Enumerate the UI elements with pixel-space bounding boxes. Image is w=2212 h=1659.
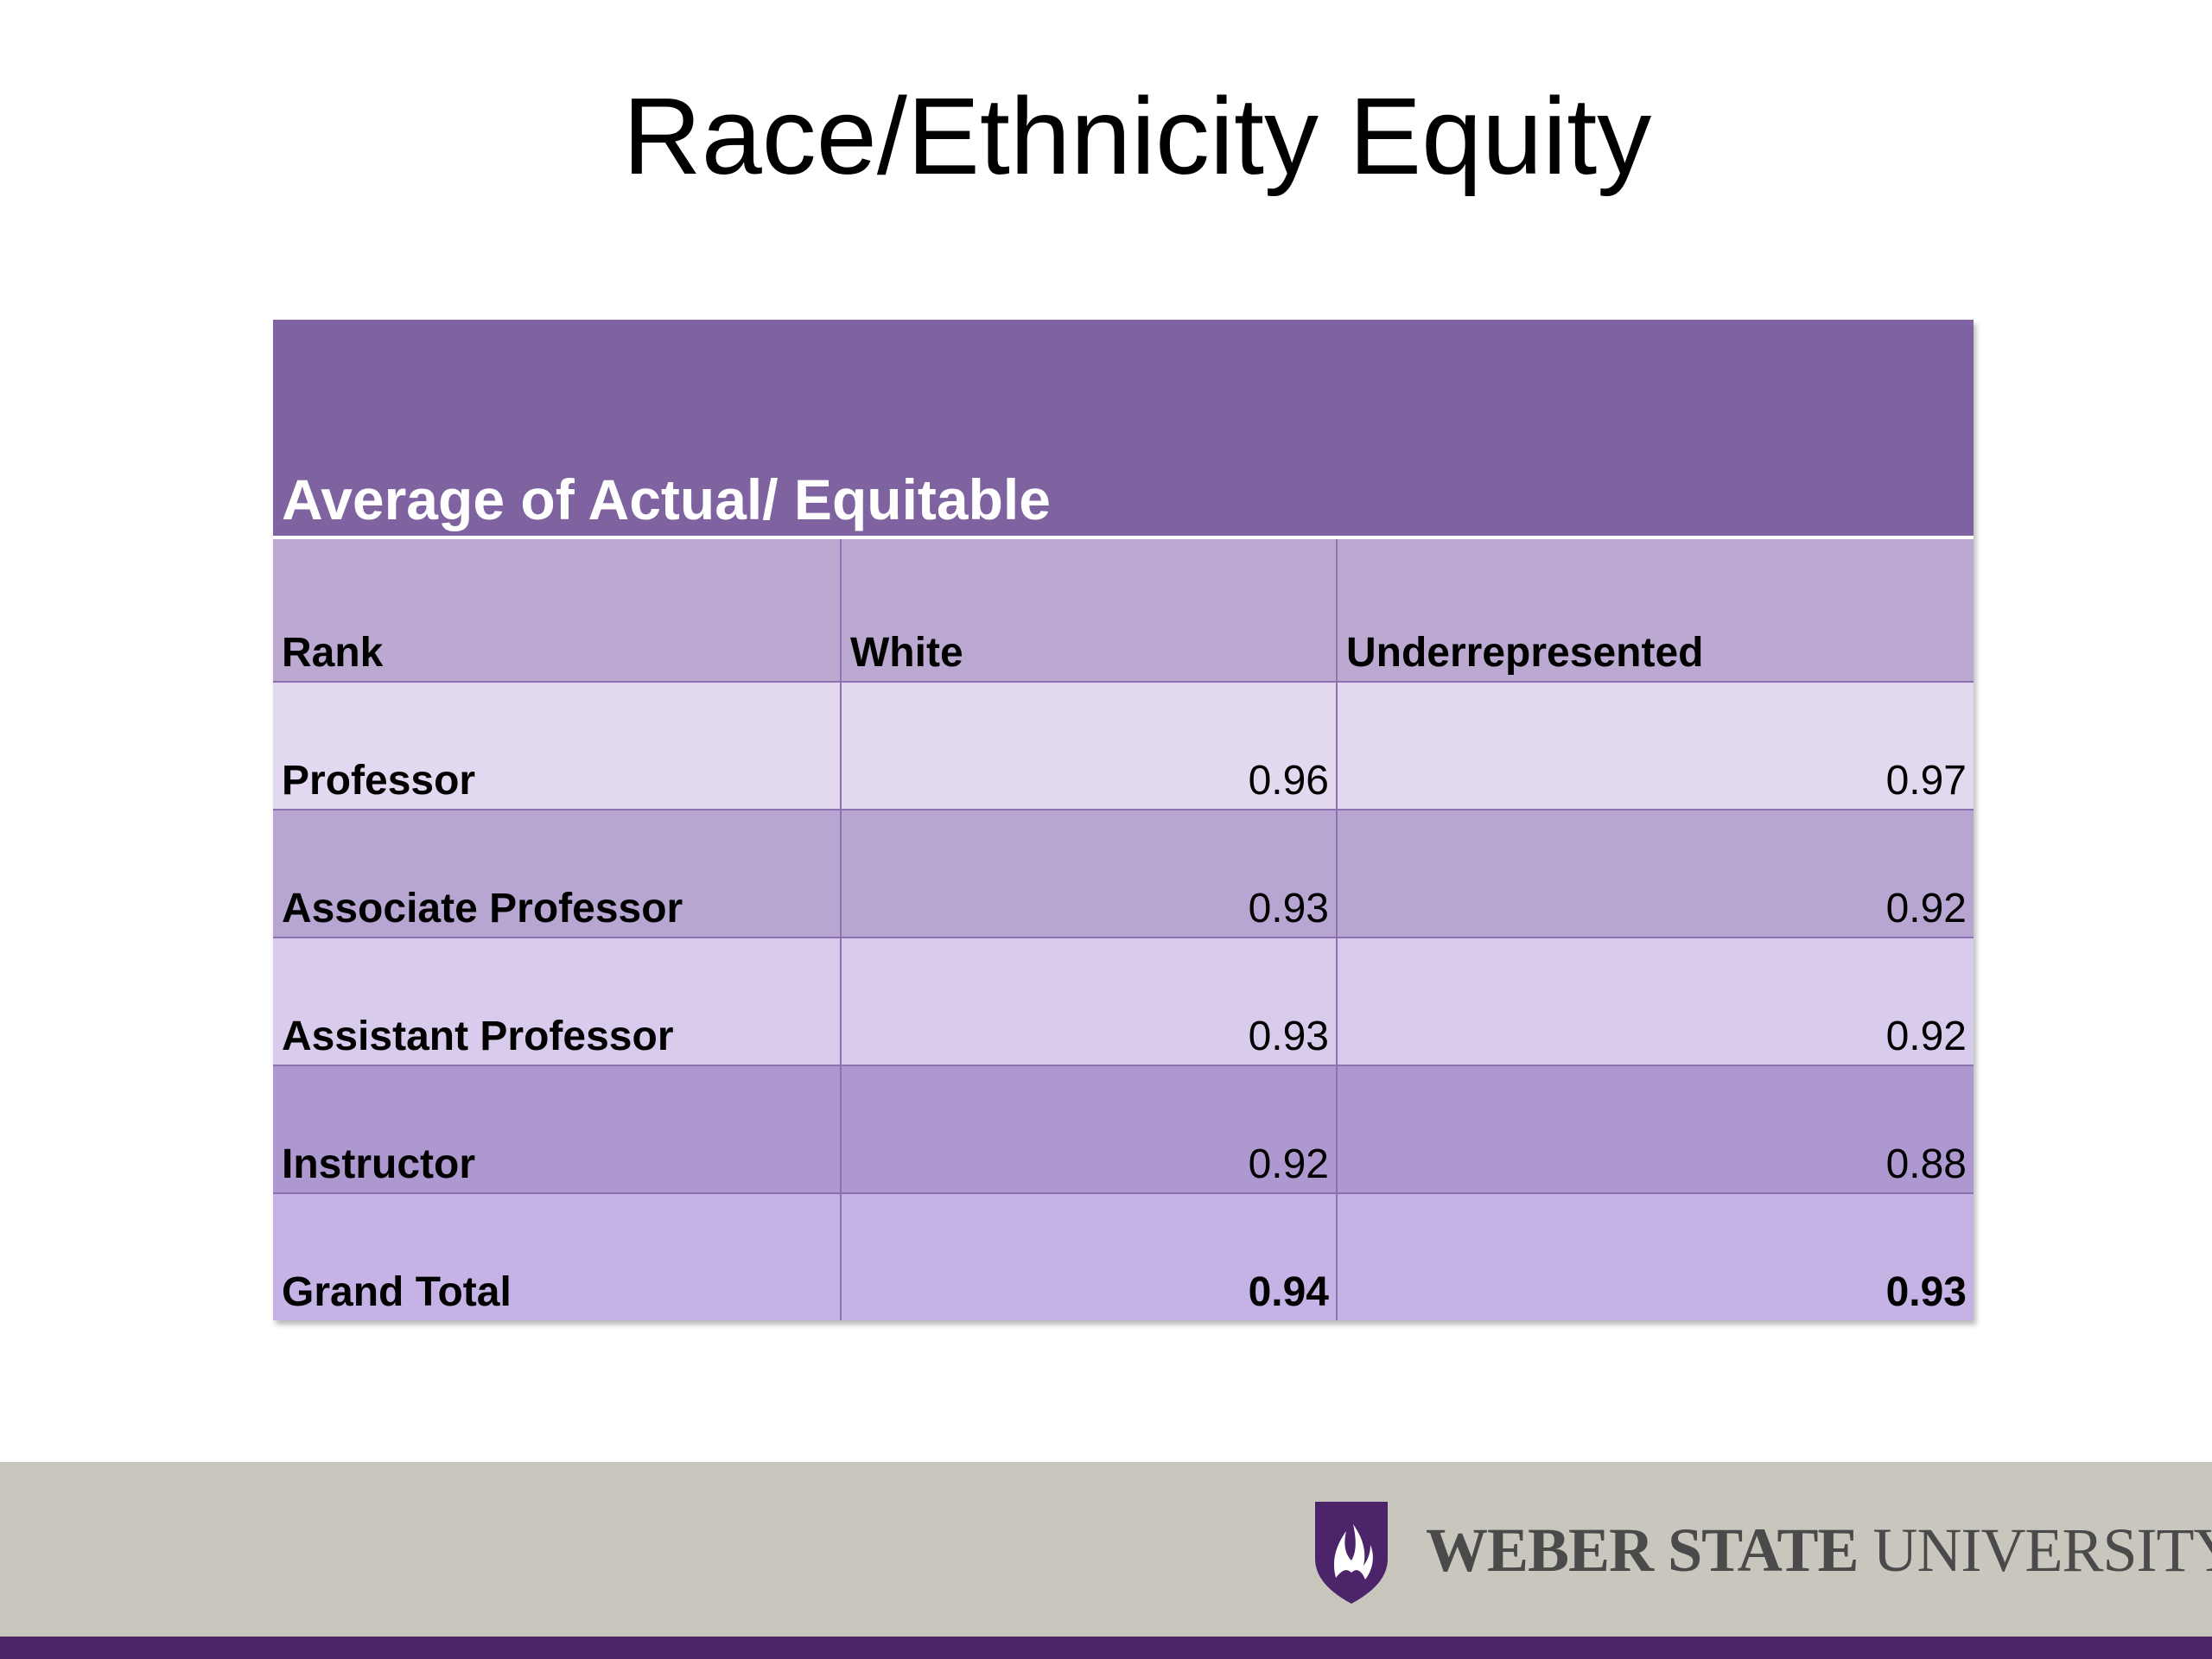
weber-state-shield-icon xyxy=(1315,1502,1388,1604)
underrepresented-value-cell: 0.92 xyxy=(1885,1014,1967,1059)
rank-cell: Associate Professor xyxy=(273,810,842,937)
column-header-underrepresented: Underrepresented xyxy=(1346,630,1704,676)
table-row: Instructor 0.92 0.88 xyxy=(273,1065,1974,1192)
table-row: Associate Professor 0.93 0.92 xyxy=(273,809,1974,937)
university-name-light: UNIVERSITY xyxy=(1872,1516,2212,1585)
column-header-white: White xyxy=(842,539,1338,681)
column-header-rank: Rank xyxy=(273,539,842,681)
underrepresented-value-cell: 0.88 xyxy=(1885,1141,1967,1187)
underrepresented-value-cell: 0.92 xyxy=(1885,886,1967,931)
rank-cell: Professor xyxy=(273,683,842,809)
white-value-cell: 0.93 xyxy=(842,938,1338,1065)
white-value-cell: 0.96 xyxy=(842,683,1338,809)
table-row: Assistant Professor 0.93 0.92 xyxy=(273,937,1974,1065)
underrepresented-total-cell: 0.93 xyxy=(1885,1269,1967,1315)
university-name: WEBER STATE UNIVERSITY xyxy=(1426,1514,2212,1586)
grand-total-row: Grand Total 0.94 0.93 xyxy=(273,1192,1974,1320)
column-header-row: Rank White Underrepresented xyxy=(273,539,1974,681)
table-header-band: Average of Actual/ Equitable xyxy=(273,320,1974,539)
equity-table: Average of Actual/ Equitable Rank White … xyxy=(273,320,1974,1320)
table-row: Professor 0.96 0.97 xyxy=(273,681,1974,809)
white-value-cell: 0.93 xyxy=(842,810,1338,937)
footer-accent-line xyxy=(0,1637,2212,1659)
underrepresented-value-cell: 0.97 xyxy=(1885,758,1967,804)
table-header-title: Average of Actual/ Equitable xyxy=(282,467,1051,531)
footer-band xyxy=(0,1462,2212,1637)
rank-cell: Instructor xyxy=(273,1066,842,1192)
university-name-bold: WEBER STATE xyxy=(1426,1516,1859,1585)
rank-cell: Grand Total xyxy=(273,1194,842,1320)
rank-cell: Assistant Professor xyxy=(273,938,842,1065)
white-value-cell: 0.92 xyxy=(842,1066,1338,1192)
white-total-cell: 0.94 xyxy=(842,1194,1338,1320)
slide-title: Race/Ethnicity Equity xyxy=(622,75,1652,197)
